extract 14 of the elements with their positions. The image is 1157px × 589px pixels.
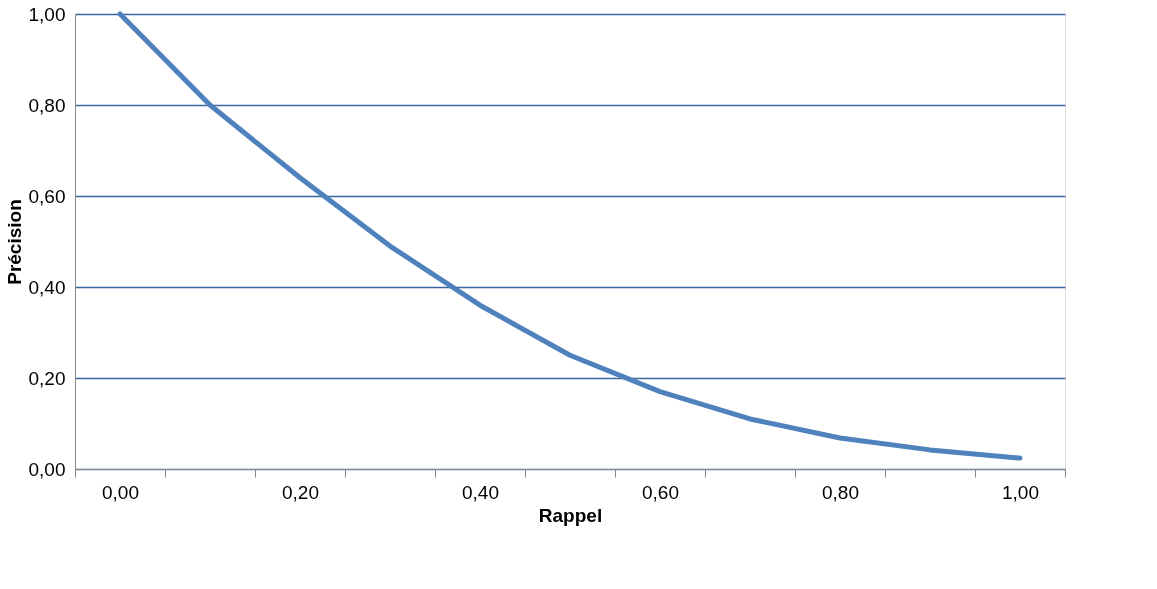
y-axis-title: Précision [3, 199, 25, 285]
y-tick-label: 0,60 [28, 185, 66, 207]
x-tick-label: 0,20 [282, 481, 319, 503]
y-tick-label: 0,20 [28, 367, 66, 389]
x-tick-label: 0,60 [642, 481, 679, 503]
y-tick-label: 0,00 [28, 458, 66, 480]
y-tick-label: 1,00 [28, 3, 66, 25]
x-tick-label: 0,80 [822, 481, 859, 503]
y-tick-label: 0,40 [28, 276, 66, 298]
x-axis-title: Rappel [538, 504, 603, 526]
y-tick-label: 0,80 [28, 94, 66, 116]
x-tick-label: 0,00 [102, 481, 139, 503]
x-tick-label: 0,40 [462, 481, 499, 503]
x-tick-label: 1,00 [1002, 481, 1039, 503]
